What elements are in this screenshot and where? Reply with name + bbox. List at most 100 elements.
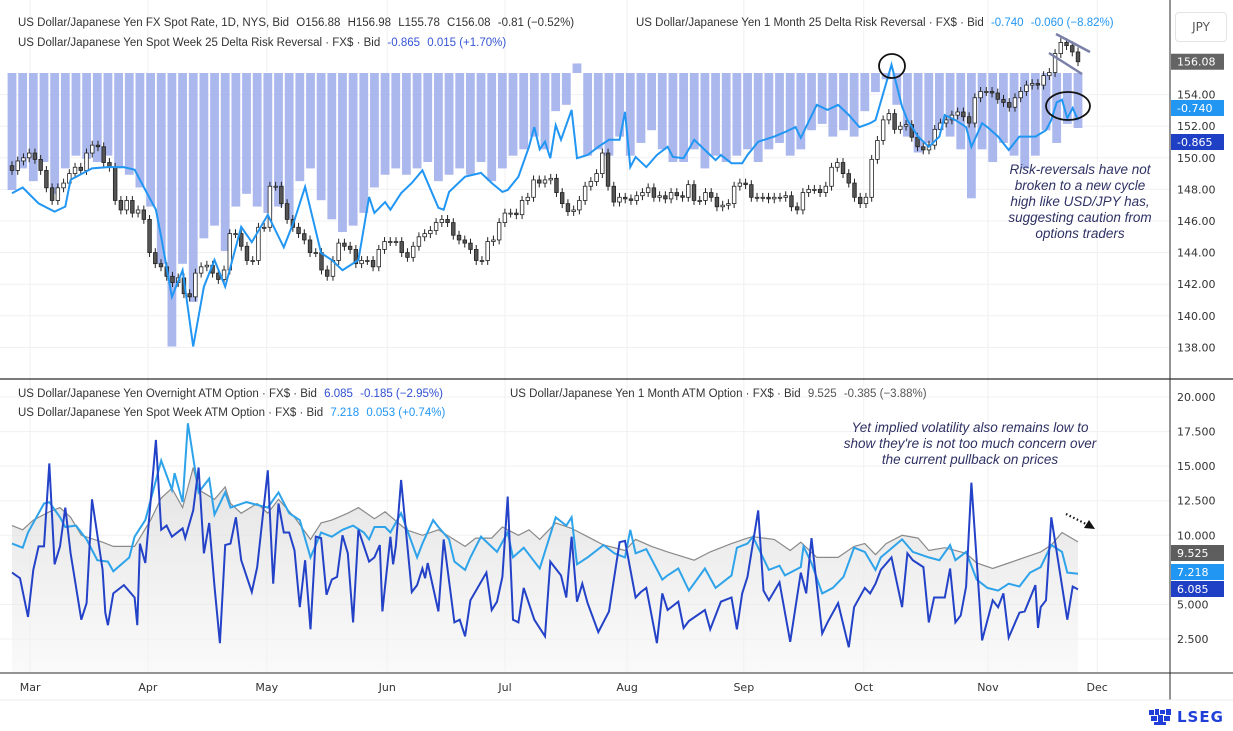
candle — [1018, 87, 1023, 103]
legend-atm-overnight[interactable]: US Dollar/Japanese Yen Overnight ATM Opt… — [18, 388, 447, 400]
candle — [840, 158, 846, 179]
last-value-badge — [1171, 53, 1224, 70]
candle — [921, 142, 926, 155]
rr-week-bar — [295, 73, 305, 182]
candle — [571, 205, 576, 216]
legend-rr-month[interactable]: US Dollar/Japanese Yen 1 Month 25 Delta … — [636, 17, 1118, 29]
rr-week-bar — [497, 73, 507, 169]
rr-week-bar — [679, 73, 688, 163]
rr-week-bar — [135, 73, 145, 188]
candle — [147, 214, 152, 258]
candle — [743, 178, 748, 190]
legend-rr-week-change: 0.015 (+1.70%) — [427, 37, 507, 49]
month-tick-label: Sep — [733, 681, 754, 694]
last-value-badge — [1171, 545, 1224, 561]
candle — [1052, 49, 1058, 77]
annotation-line: high like USD/JPY has, — [1010, 194, 1150, 209]
rr-week-bar — [860, 73, 870, 112]
rr-week-bar — [561, 73, 571, 105]
rr-week-bar — [167, 73, 177, 347]
legend-spot[interactable]: US Dollar/Japanese Yen FX Spot Rate, 1D,… — [18, 17, 578, 29]
candle — [686, 180, 691, 202]
candle — [548, 173, 553, 185]
candle — [978, 87, 983, 103]
annotation-line: Yet implied volatility also remains low … — [851, 420, 1089, 435]
candle — [49, 183, 55, 205]
rr-week-bar — [465, 73, 475, 175]
last-value-badge — [1171, 100, 1224, 116]
rr-week-bar — [967, 73, 976, 199]
rr-week-bar — [732, 73, 742, 156]
candle — [433, 218, 439, 235]
last-value-text: 156.08 — [1177, 56, 1216, 69]
candle — [531, 175, 536, 202]
candle — [869, 154, 874, 202]
legend-atm-1m-change: -0.385 (−3.88%) — [843, 388, 927, 400]
price-tick-label: 138.00 — [1177, 341, 1216, 354]
candle — [353, 245, 359, 269]
candle — [502, 208, 508, 228]
volatility-pane[interactable] — [11, 423, 1079, 672]
rr-week-bar — [18, 73, 28, 169]
candle — [984, 87, 989, 96]
candle — [617, 192, 622, 207]
legend-rr-month-value: -0.740 — [990, 17, 1024, 29]
candle — [61, 178, 66, 193]
legend-atm-1m-value: 9.525 — [807, 388, 837, 400]
time-axis[interactable]: Mar Apr May Jun Jul Aug Sep Oct Nov Dec — [20, 681, 1108, 694]
candle — [737, 178, 743, 191]
rr-week-bar — [668, 73, 678, 163]
candle — [835, 158, 840, 172]
candle — [955, 107, 960, 120]
rr-week-bars — [7, 63, 1083, 347]
legend-spot-name: US Dollar/Japanese Yen FX Spot Rate, 1D,… — [18, 17, 290, 29]
candle — [749, 180, 754, 202]
candle — [709, 188, 714, 202]
currency-button[interactable]: JPY — [1175, 12, 1227, 42]
candle — [852, 178, 857, 202]
volatility-axis[interactable]: 20.000 17.500 15.000 12.500 10.000 5.000 2.500 — [1177, 391, 1216, 646]
candle — [577, 196, 582, 215]
peak-circle-annotation — [878, 53, 906, 79]
rr-week-bar — [956, 73, 966, 150]
rr-week-bar — [50, 73, 60, 194]
candle — [239, 229, 244, 251]
rr-week-bar — [284, 73, 294, 220]
rr-week-bar — [487, 73, 497, 182]
rr-week-bar — [689, 73, 699, 150]
candle — [645, 183, 651, 197]
candle — [388, 237, 393, 246]
candle — [370, 256, 376, 272]
price-axis[interactable]: 154.00 152.00 150.00 148.00 146.00 144.00 142.… — [1177, 89, 1216, 355]
candle — [943, 115, 949, 128]
month-tick-label: Jul — [497, 681, 511, 694]
candle — [783, 191, 788, 202]
price-pane[interactable] — [7, 38, 1083, 347]
legend-rr-week[interactable]: US Dollar/Japanese Yen Spot Week 25 Delt… — [18, 37, 510, 49]
last-value-text: 9.525 — [1177, 547, 1209, 560]
rr-week-bar — [92, 73, 102, 163]
candle — [623, 192, 628, 204]
legend-atm-spot-week[interactable]: US Dollar/Japanese Yen Spot Week ATM Opt… — [18, 407, 449, 419]
candle — [244, 241, 250, 265]
legend-rr-week-name: US Dollar/Japanese Yen Spot Week 25 Delt… — [18, 37, 381, 49]
channel-upper-line — [1055, 32, 1091, 54]
candle — [307, 235, 313, 258]
legend-spot-high: H156.98 — [347, 17, 392, 29]
legend-spot-change: -0.81 (−0.52%) — [497, 17, 575, 29]
vol-tick-label: 2.500 — [1177, 633, 1209, 646]
rr-week-bar — [71, 73, 81, 156]
rr-week-bar — [263, 73, 273, 213]
rr-week-bar — [721, 73, 731, 163]
candle — [193, 268, 198, 302]
candle — [342, 238, 347, 251]
legend-atm-1m[interactable]: US Dollar/Japanese Yen 1 Month ATM Optio… — [510, 388, 931, 400]
candle — [474, 245, 479, 265]
rr-week-bar — [753, 73, 763, 163]
candle — [78, 162, 83, 175]
atm-spot-week-line — [11, 423, 1079, 595]
rr-week-bar — [977, 73, 987, 150]
rr-week-bar — [252, 73, 262, 207]
candle — [325, 265, 330, 281]
